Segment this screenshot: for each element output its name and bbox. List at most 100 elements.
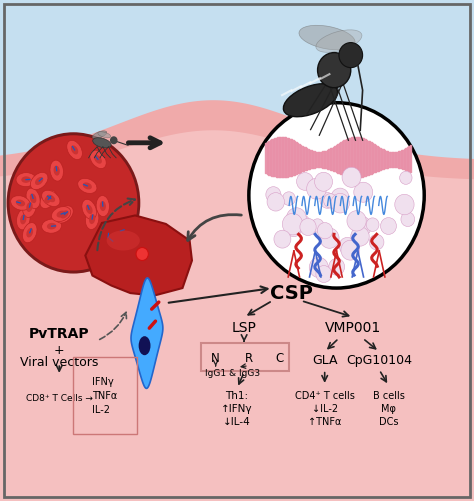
Ellipse shape: [100, 201, 106, 211]
Ellipse shape: [138, 336, 151, 355]
Ellipse shape: [30, 172, 48, 189]
Circle shape: [266, 187, 281, 202]
Circle shape: [339, 237, 356, 255]
Circle shape: [267, 192, 284, 211]
Circle shape: [331, 188, 349, 207]
Circle shape: [320, 192, 335, 208]
Circle shape: [283, 213, 303, 235]
Ellipse shape: [93, 138, 111, 148]
Circle shape: [324, 194, 337, 208]
Ellipse shape: [60, 210, 69, 218]
Circle shape: [9, 135, 137, 271]
Text: +: +: [54, 344, 64, 357]
Ellipse shape: [85, 208, 99, 229]
Text: B cells
Mφ
DCs: B cells Mφ DCs: [373, 391, 405, 427]
Ellipse shape: [111, 223, 130, 238]
Ellipse shape: [90, 150, 106, 168]
Circle shape: [400, 171, 412, 184]
Circle shape: [342, 167, 361, 187]
Ellipse shape: [94, 155, 102, 164]
Ellipse shape: [107, 230, 140, 250]
Circle shape: [300, 218, 316, 235]
Circle shape: [366, 218, 379, 231]
Circle shape: [317, 222, 333, 239]
Ellipse shape: [67, 140, 82, 159]
Ellipse shape: [89, 214, 95, 224]
Circle shape: [339, 43, 363, 68]
Polygon shape: [0, 100, 474, 501]
Circle shape: [354, 182, 373, 202]
Ellipse shape: [26, 202, 33, 212]
Ellipse shape: [78, 178, 97, 193]
Text: VMP001: VMP001: [325, 321, 381, 335]
Ellipse shape: [42, 219, 62, 233]
Ellipse shape: [44, 195, 52, 204]
Text: N: N: [211, 352, 220, 365]
Ellipse shape: [23, 197, 36, 217]
Circle shape: [352, 216, 371, 236]
Text: GLA: GLA: [312, 354, 337, 367]
Circle shape: [307, 178, 327, 199]
Circle shape: [297, 172, 313, 190]
Ellipse shape: [11, 196, 30, 210]
Circle shape: [320, 228, 339, 248]
Ellipse shape: [22, 222, 37, 243]
Circle shape: [369, 234, 384, 250]
Ellipse shape: [16, 199, 25, 206]
Ellipse shape: [17, 209, 30, 230]
Polygon shape: [85, 215, 192, 296]
Text: C: C: [275, 352, 284, 365]
Ellipse shape: [35, 177, 43, 185]
Text: IgG1 & IgG3: IgG1 & IgG3: [205, 369, 260, 378]
Circle shape: [136, 247, 148, 261]
Circle shape: [316, 266, 332, 283]
Ellipse shape: [105, 232, 111, 242]
Ellipse shape: [40, 190, 56, 208]
Circle shape: [311, 219, 324, 232]
Ellipse shape: [56, 206, 73, 223]
Circle shape: [381, 217, 396, 234]
Ellipse shape: [316, 30, 362, 52]
Text: IFNγ
TNFα
IL-2: IFNγ TNFα IL-2: [92, 377, 118, 415]
Ellipse shape: [116, 227, 125, 234]
Circle shape: [294, 214, 310, 232]
Circle shape: [286, 219, 302, 236]
Ellipse shape: [20, 214, 27, 224]
Ellipse shape: [109, 237, 117, 245]
Circle shape: [283, 192, 295, 205]
Ellipse shape: [83, 182, 92, 189]
Text: CD8⁺ T Cells →: CD8⁺ T Cells →: [26, 394, 93, 403]
Circle shape: [286, 208, 306, 229]
Ellipse shape: [318, 53, 351, 88]
Circle shape: [395, 194, 414, 215]
Ellipse shape: [56, 210, 66, 217]
Circle shape: [7, 132, 140, 274]
Circle shape: [110, 136, 118, 144]
Circle shape: [347, 211, 366, 231]
Text: PvTRAP: PvTRAP: [29, 327, 90, 341]
Text: Viral vectors: Viral vectors: [20, 356, 99, 369]
Ellipse shape: [16, 172, 36, 187]
Ellipse shape: [50, 160, 64, 181]
Ellipse shape: [299, 26, 355, 50]
Ellipse shape: [52, 206, 71, 221]
Ellipse shape: [27, 228, 33, 237]
Polygon shape: [131, 278, 163, 388]
Ellipse shape: [104, 232, 122, 249]
Text: Th1:
↑IFNγ
↓IL-4: Th1: ↑IFNγ ↓IL-4: [221, 391, 253, 427]
Ellipse shape: [92, 131, 107, 139]
Ellipse shape: [101, 227, 115, 248]
Ellipse shape: [30, 193, 36, 203]
Text: LSP: LSP: [232, 321, 256, 335]
Ellipse shape: [46, 194, 55, 202]
Circle shape: [351, 226, 369, 246]
Text: CD4⁺ T cells
↓IL-2
↑TNFα: CD4⁺ T cells ↓IL-2 ↑TNFα: [295, 391, 355, 427]
Circle shape: [341, 240, 360, 260]
Circle shape: [249, 103, 424, 288]
Polygon shape: [0, 130, 474, 501]
Ellipse shape: [96, 195, 109, 216]
Ellipse shape: [98, 132, 111, 138]
Circle shape: [329, 259, 345, 275]
Circle shape: [401, 212, 415, 226]
Text: CSP: CSP: [270, 284, 313, 303]
